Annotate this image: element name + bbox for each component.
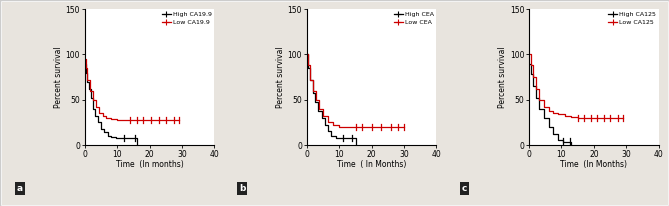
Legend: High CA125, Low CA125: High CA125, Low CA125 xyxy=(607,11,657,25)
X-axis label: Time  (In Months): Time (In Months) xyxy=(561,160,628,170)
Text: a: a xyxy=(17,184,23,193)
Y-axis label: Percent survival: Percent survival xyxy=(276,46,285,108)
X-axis label: Time  (In months): Time (In months) xyxy=(116,160,183,170)
Text: c: c xyxy=(462,184,467,193)
Y-axis label: Percent survival: Percent survival xyxy=(498,46,507,108)
Y-axis label: Percent survival: Percent survival xyxy=(54,46,63,108)
Legend: High CEA, Low CEA: High CEA, Low CEA xyxy=(393,11,435,25)
Text: b: b xyxy=(239,184,246,193)
X-axis label: Time  ( In Months): Time ( In Months) xyxy=(337,160,406,170)
Legend: High CA19.9, Low CA19.9: High CA19.9, Low CA19.9 xyxy=(161,11,213,25)
